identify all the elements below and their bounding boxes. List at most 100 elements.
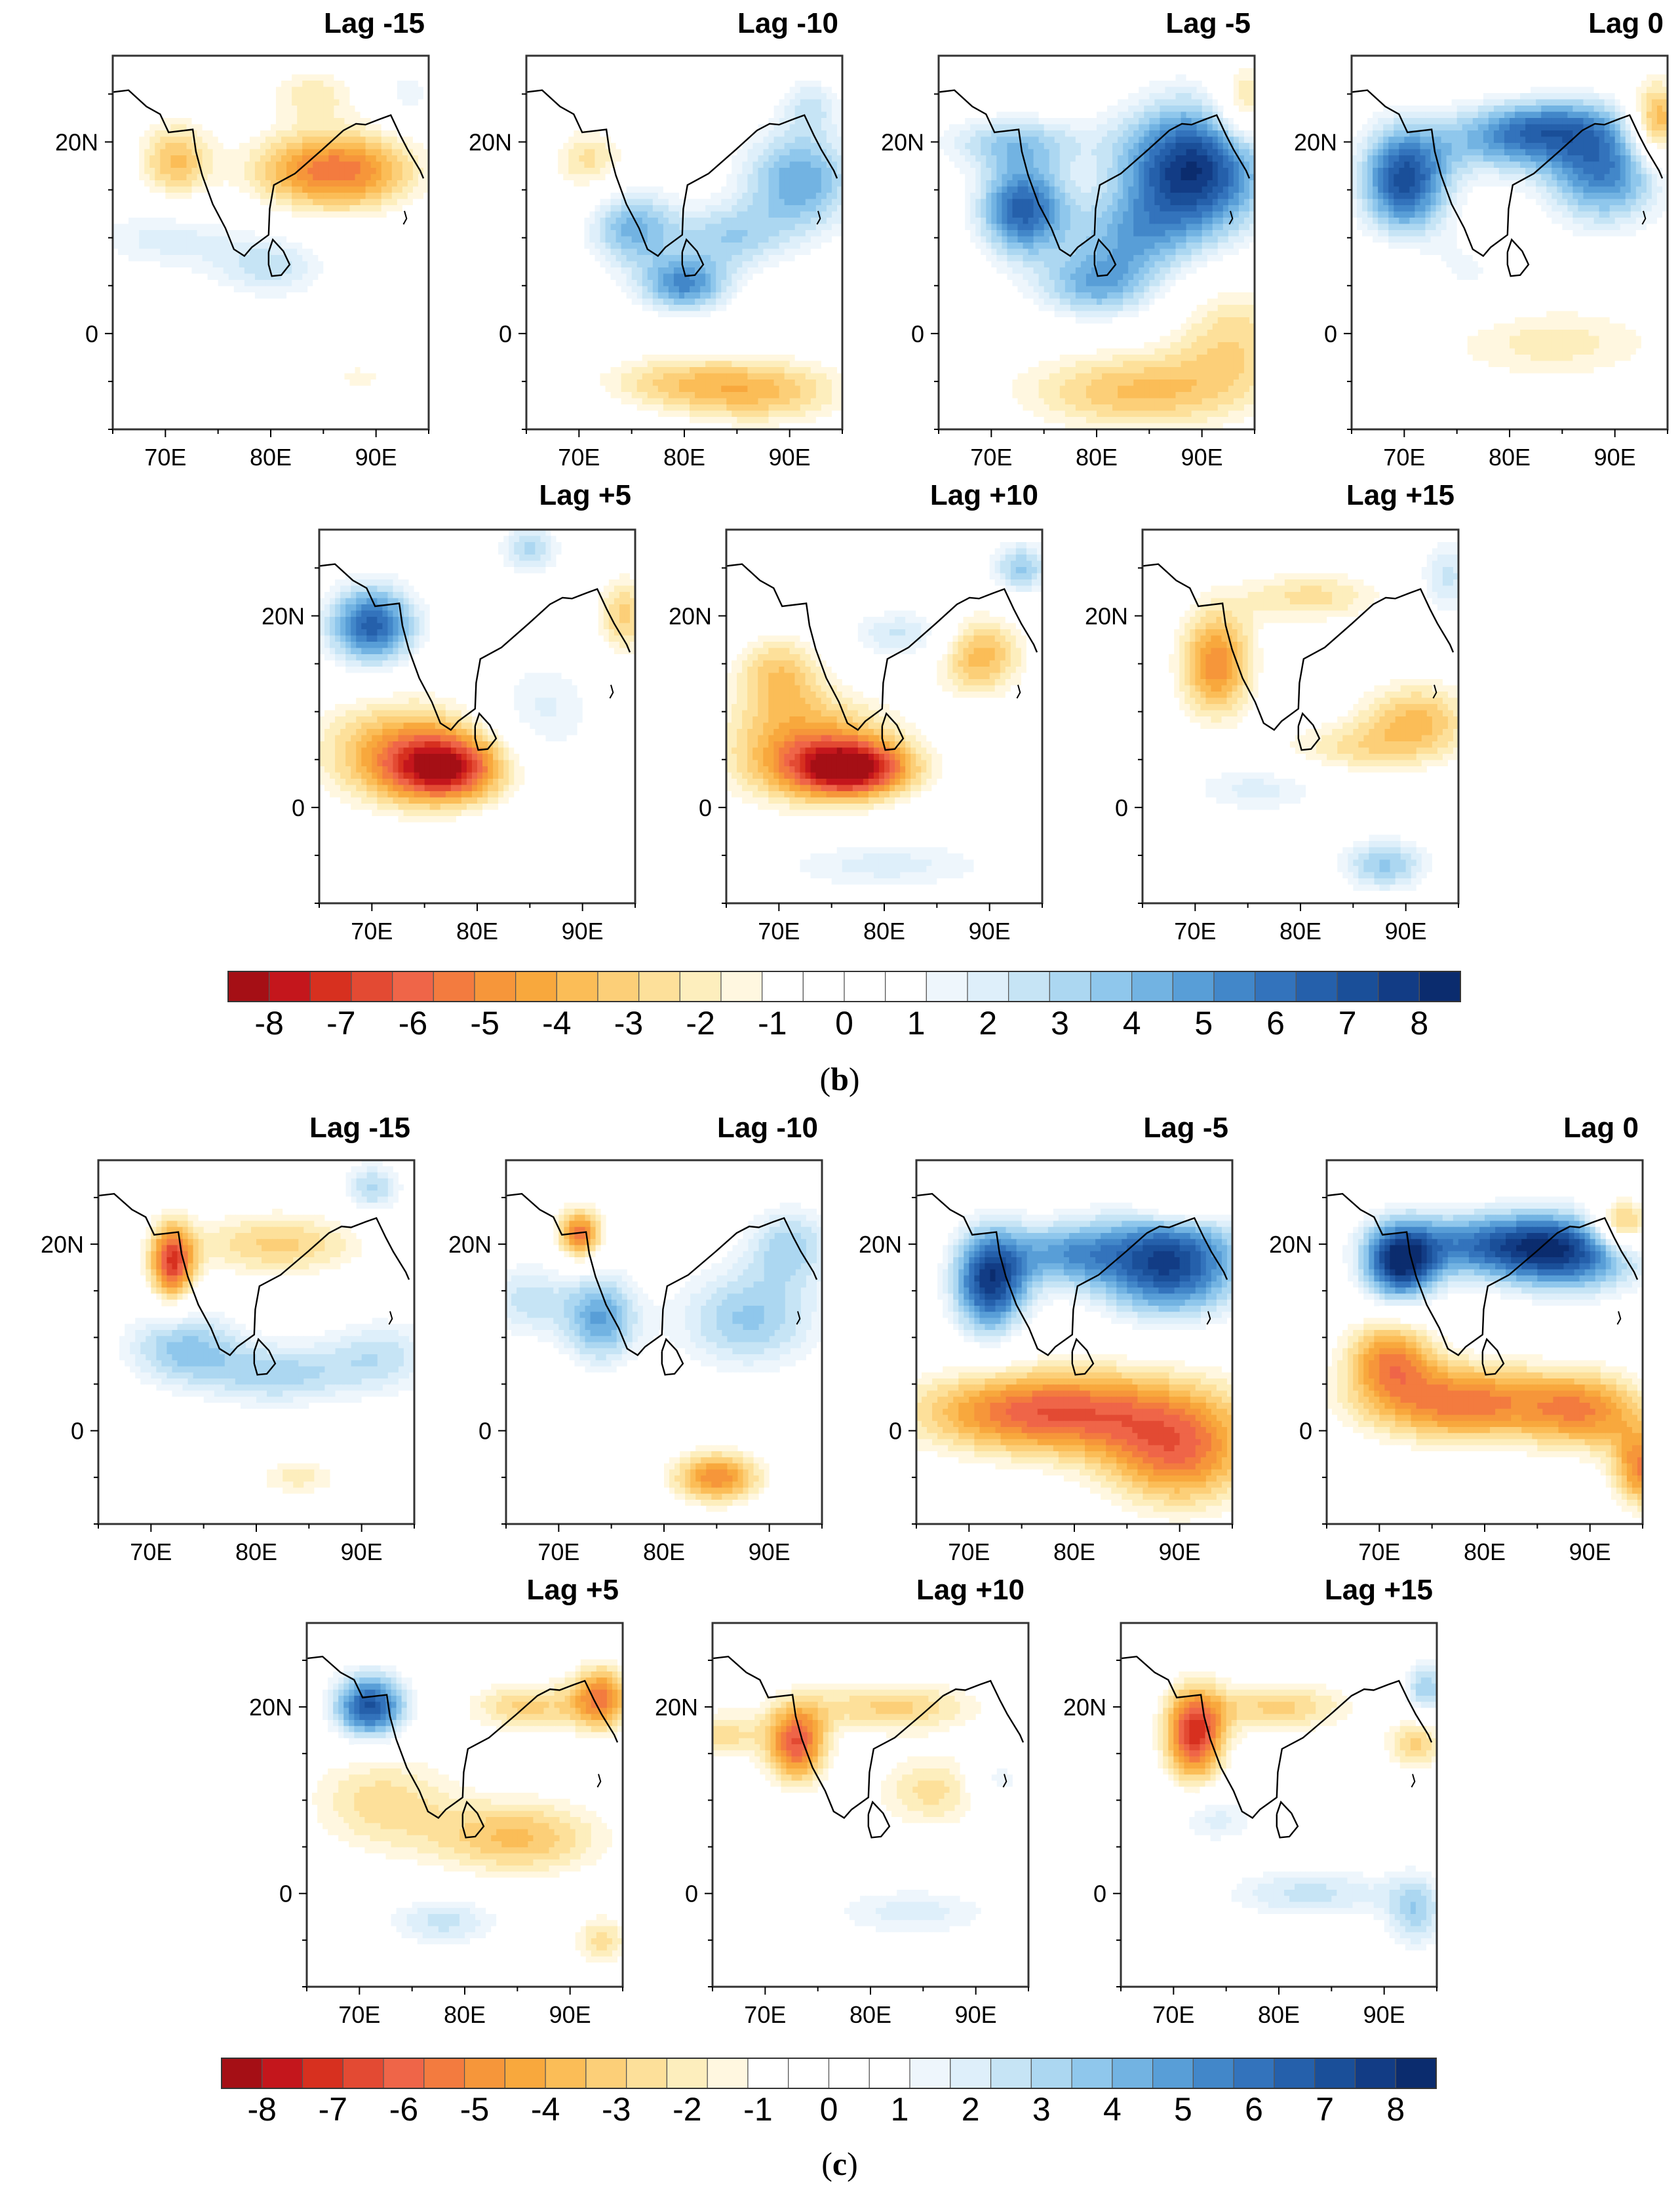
field-cell [621, 155, 627, 163]
field-cell [1249, 74, 1255, 81]
field-cell [207, 161, 214, 168]
field-cell [673, 342, 680, 349]
field-cell [360, 224, 366, 231]
field-cell [160, 218, 166, 225]
field-cell [281, 87, 287, 94]
field-cell [805, 243, 811, 250]
field-cell [318, 273, 324, 281]
field-cell [223, 280, 229, 287]
field-cell [344, 180, 351, 187]
field-cell [281, 298, 287, 305]
field-cell [605, 398, 612, 405]
field-cell [595, 367, 601, 374]
field-cell [391, 81, 398, 88]
field-cell [970, 143, 977, 150]
field-cell [160, 199, 166, 206]
field-cell [711, 161, 716, 168]
field-cell [1038, 143, 1045, 150]
field-cell [160, 106, 166, 113]
field-cell [160, 193, 166, 200]
field-cell [626, 355, 633, 362]
field-cell [202, 118, 208, 125]
field-cell [647, 193, 654, 200]
field-cell [281, 174, 287, 181]
field-cell [1160, 118, 1166, 125]
field-cell [323, 193, 330, 200]
field-cell [1065, 161, 1071, 168]
field-cell [584, 224, 591, 231]
field-cell [113, 211, 119, 218]
field-cell [779, 348, 785, 355]
field-cell [402, 74, 408, 81]
field-cell [589, 136, 596, 144]
field-cell [716, 385, 722, 393]
field-cell [271, 93, 277, 100]
field-cell [1175, 93, 1182, 100]
field-cell [212, 136, 219, 144]
field-cell [1201, 186, 1208, 193]
field-cell [721, 149, 728, 156]
field-cell [181, 180, 187, 187]
field-cell [323, 373, 330, 380]
field-cell [1070, 124, 1076, 131]
field-cell [742, 136, 749, 144]
field-cell [1128, 130, 1135, 138]
field-cell [589, 130, 596, 138]
field-cell [615, 392, 622, 399]
field-cell [149, 143, 156, 150]
field-cell [249, 199, 256, 206]
field-cell [402, 136, 408, 144]
field-cell [1249, 161, 1255, 168]
field-cell [1243, 149, 1250, 156]
field-cell [705, 423, 711, 429]
field-cell [1102, 136, 1108, 144]
field-cell [742, 124, 749, 131]
field-cell [334, 99, 340, 106]
field-cell [360, 106, 366, 113]
field-cell [705, 317, 711, 324]
field-cell [233, 124, 240, 131]
field-cell [386, 161, 393, 168]
field-cell [360, 130, 366, 138]
field-cell [276, 74, 282, 81]
field-cell [265, 199, 271, 206]
field-cell [418, 136, 424, 144]
field-cell [1118, 149, 1123, 156]
field-cell [1196, 106, 1203, 113]
field-cell [402, 124, 408, 131]
field-cell [149, 230, 156, 237]
field-cell [673, 423, 680, 429]
field-cell [805, 392, 811, 399]
field-cell [1212, 161, 1219, 168]
field-cell [170, 118, 177, 125]
field-cell [271, 118, 277, 125]
field-cell [355, 106, 361, 113]
field-cell [568, 136, 575, 144]
field-cell [402, 155, 408, 163]
field-cell [610, 224, 617, 231]
field-cell [1049, 155, 1055, 163]
field-cell [836, 111, 842, 119]
field-cell [297, 248, 303, 256]
field-cell [1038, 186, 1045, 193]
field-cell [1085, 199, 1092, 206]
field-cell [1059, 143, 1066, 150]
field-cell [292, 305, 298, 312]
field-cell [239, 243, 245, 250]
field-cell [657, 355, 664, 362]
field-cell [742, 298, 749, 305]
field-cell [657, 404, 664, 412]
field-cell [223, 224, 229, 231]
field-cell [1249, 186, 1255, 193]
field-cell [344, 199, 351, 206]
field-cell [949, 136, 955, 144]
field-cell [773, 243, 780, 250]
field-cell [810, 380, 817, 387]
field-cell [376, 161, 382, 168]
field-cell [965, 149, 971, 156]
field-cell [254, 124, 261, 131]
field-cell [391, 93, 398, 100]
field-cell [1107, 93, 1113, 100]
field-cell [742, 186, 749, 193]
field-cell [652, 298, 659, 305]
